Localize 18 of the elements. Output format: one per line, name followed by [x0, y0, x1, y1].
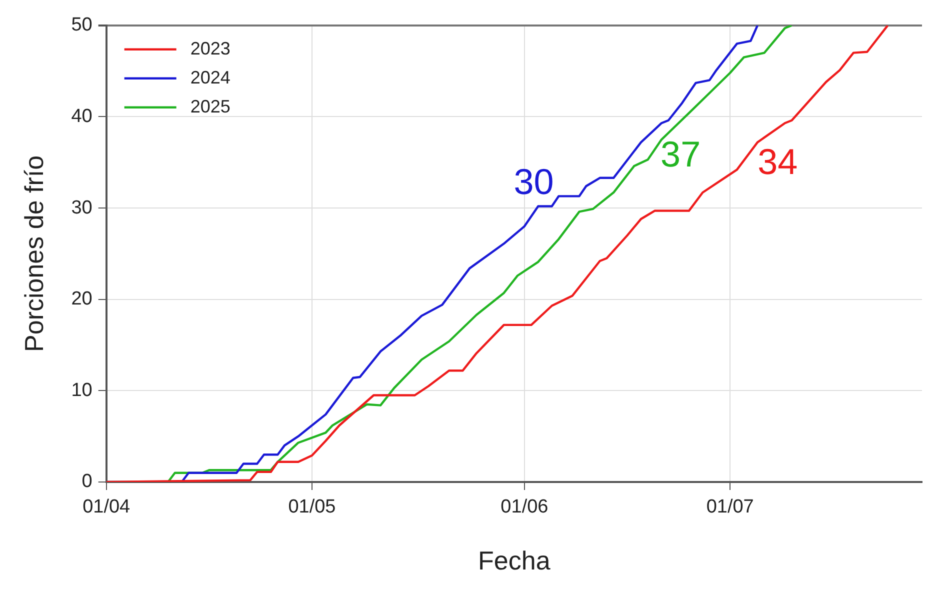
y-tick-label: 10 — [71, 380, 92, 401]
annotation: 34 — [758, 141, 798, 182]
legend-label: 2024 — [190, 67, 230, 88]
y-tick-label: 50 — [71, 14, 92, 36]
x-tick-label: 01/04 — [82, 496, 131, 518]
x-tick-label: 01/06 — [500, 496, 548, 518]
y-tick-label: 40 — [71, 106, 92, 127]
x-tick-label: 01/05 — [288, 496, 336, 518]
legend-label: 2025 — [190, 96, 230, 116]
y-axis-title: Porciones de frío — [18, 155, 49, 352]
y-tick-label: 0 — [82, 471, 92, 492]
annotation: 37 — [660, 133, 701, 174]
annotation: 30 — [514, 161, 554, 202]
legend-label: 2023 — [190, 38, 230, 58]
x-tick-label: 01/07 — [706, 496, 754, 518]
y-tick-label: 20 — [71, 288, 92, 310]
x-axis-title: Fecha — [478, 546, 551, 576]
y-tick-label: 30 — [71, 197, 92, 218]
